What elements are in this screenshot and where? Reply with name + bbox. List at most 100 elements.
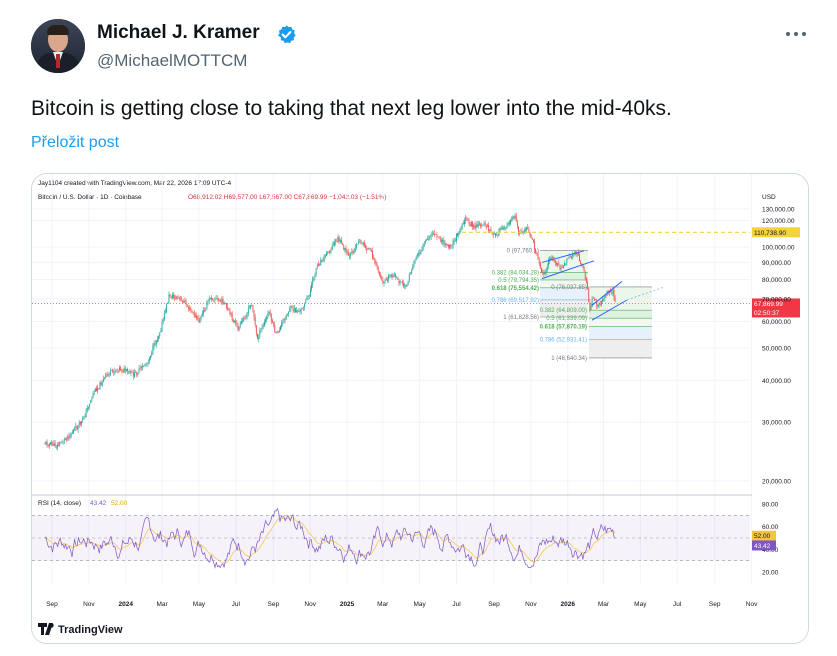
candle-body [393,275,395,277]
avatar[interactable] [31,19,85,73]
candle-body [282,321,284,323]
candle-body [184,300,186,302]
candle-body [377,266,379,272]
candle-body [170,296,172,298]
candle-body [558,262,560,265]
candle-body [193,311,195,317]
channel-lower-2 [591,299,628,321]
candle-body [487,225,488,227]
candle-body [108,374,110,376]
candle-body [435,234,437,235]
candle-body [386,279,388,281]
candle-body [145,364,147,366]
candle-body [406,285,408,287]
candle-body [528,229,530,233]
candle-body [535,250,537,254]
candle-body [369,248,371,250]
candle-body [351,251,353,254]
candle-body [515,215,517,222]
candle-body [536,253,538,255]
time-tick-label: Mar [156,601,168,608]
candle-body [239,323,241,327]
candle-body [66,439,68,441]
candle-body [357,244,358,246]
candle-body [208,298,210,302]
candle-body [93,392,95,395]
candle-body [544,272,546,275]
candle-body [181,298,183,300]
candle-body [244,318,246,320]
candle-body [212,298,214,300]
candle-body [524,229,526,231]
candle-body [331,245,333,250]
candle-body [294,308,296,313]
candle-body [404,284,406,287]
candle-body [161,322,163,332]
candle-body [76,426,78,429]
candle-body [360,240,362,244]
translate-post-link[interactable]: Přeložit post [31,134,120,151]
candle-body [48,443,50,447]
candle-body [162,319,164,323]
candle-body [590,306,592,311]
rsi-label: RSI (14, close) [38,500,81,507]
candle-body [115,370,117,372]
candle-body [137,373,139,375]
candle-body [353,250,355,253]
candle-body [514,215,516,219]
candle-body [419,252,421,254]
candle-body [431,233,433,235]
candle-body [588,287,590,302]
candle-body [443,239,445,245]
candle-body [467,219,469,221]
candle-body [298,311,300,313]
candle-body [395,274,396,277]
channel-upper-1 [541,250,585,263]
fib-lower-zone [589,286,652,311]
candle-body [237,324,239,330]
candle-body [359,239,361,241]
author-name[interactable]: Michael J. Kramer [97,22,260,43]
candle-body [522,232,524,234]
candle-body [485,226,487,228]
candle-body [613,289,615,298]
candle-body [124,367,126,372]
candle-body [328,251,330,254]
candle-body [270,314,272,322]
candle-body [345,247,347,252]
chart-image-card[interactable]: Jay1104 created with TradingView.com, Ma… [31,173,809,644]
candle-body [556,262,557,265]
tradingview-logo-text: TradingView [58,624,123,636]
candle-body [62,441,64,443]
candle-body [478,223,480,225]
time-tick-label: Mar [598,601,610,608]
candle-body [288,312,289,315]
more-horizontal-icon[interactable] [785,24,807,44]
candle-body [84,415,86,418]
candle-body [493,233,495,235]
rsi-tick-label: 80.00 [762,502,779,509]
candle-body [140,366,142,368]
candle-body [437,236,439,238]
candle-body [148,357,150,362]
candle-body [510,220,511,225]
candle-body [100,382,102,385]
candle-body [374,258,376,264]
author-handle[interactable]: @MichaelMOTTCM [97,51,248,70]
candle-body [246,312,248,317]
candle-body [81,421,82,424]
candle-body [550,257,552,261]
candle-body [466,218,468,220]
time-tick-label: Sep [268,601,280,608]
candle-body [273,322,275,325]
rsi-tick-label: 20.00 [762,570,779,577]
candle-body [150,355,151,359]
candle-body [422,244,424,250]
candle-body [139,367,141,369]
candle-body [254,316,256,326]
candle-body [336,240,338,242]
candle-body [128,371,130,372]
candle-body [503,227,505,229]
candle-body [546,266,548,271]
candle-body [79,421,81,425]
